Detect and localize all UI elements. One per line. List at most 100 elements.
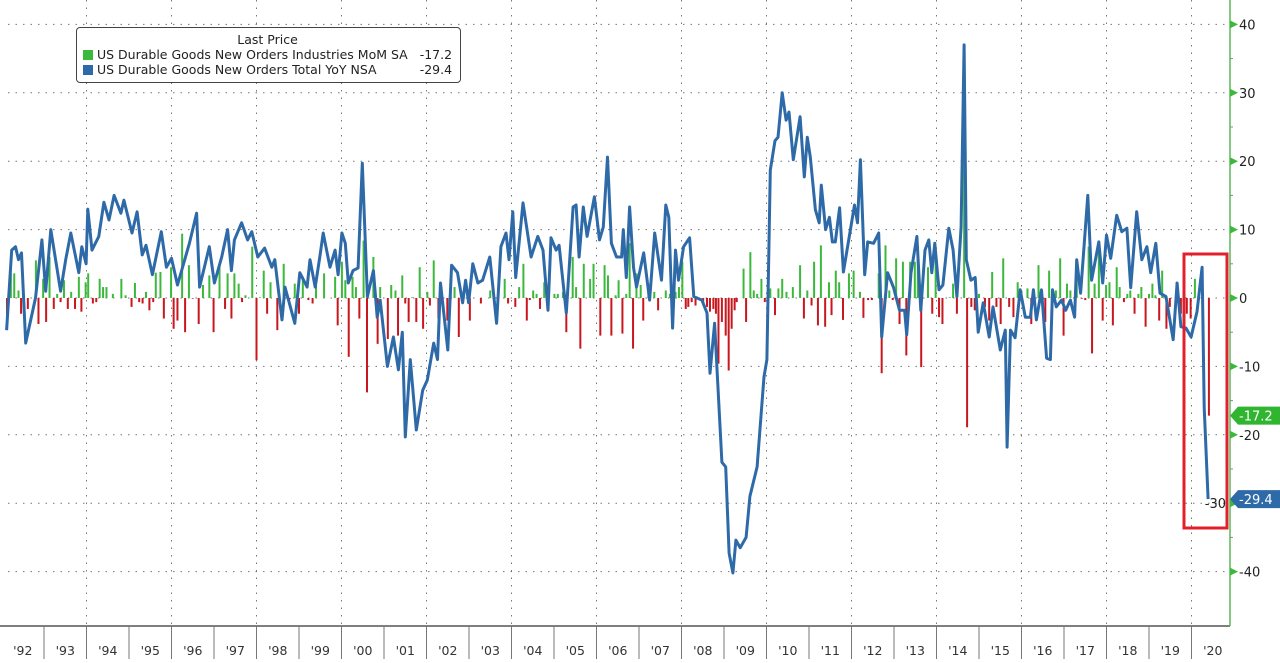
mom-bar [74, 298, 77, 309]
mom-bar [791, 287, 794, 298]
mom-bar [145, 291, 147, 298]
mom-bar [756, 293, 759, 298]
mom-bar [1165, 298, 1168, 329]
mom-bar [111, 293, 114, 298]
legend-item-name: US Durable Goods New Orders Industries M… [97, 47, 408, 62]
mom-bar [852, 270, 855, 298]
x-tick-label: '93 [56, 643, 75, 658]
mom-bar [1037, 265, 1040, 298]
mom-bar [571, 256, 574, 298]
y-axis: -40 -30 -20 -10 0 10 20 30 40 [1205, 0, 1260, 626]
mom-bar [1115, 267, 1118, 298]
y-tick-marker [1230, 567, 1238, 576]
mom-bar [1069, 290, 1072, 298]
mom-bar [913, 261, 916, 298]
mom-bar [212, 298, 215, 333]
x-tick-label: '99 [311, 643, 330, 658]
mom-bar [1144, 298, 1147, 327]
x-tick-label: '10 [778, 643, 797, 658]
mom-bar [293, 283, 296, 298]
mom-bar [920, 298, 923, 368]
mom-bar [432, 260, 435, 298]
mom-bar [311, 298, 314, 304]
mom-bar [1185, 298, 1188, 314]
mom-bar [233, 273, 236, 298]
mom-bar [774, 298, 776, 316]
x-tick-label: '12 [863, 643, 882, 658]
mom-bar [1097, 246, 1100, 298]
mom-bar [991, 272, 994, 298]
mom-bar [197, 298, 200, 324]
mom-bar [507, 298, 510, 304]
mom-bar [628, 243, 631, 298]
mom-bar [862, 298, 865, 318]
mom-bar [769, 288, 772, 298]
mom-bar [538, 298, 541, 309]
mom-bar [358, 298, 361, 319]
mom-bar [603, 265, 606, 298]
mom-bar [514, 298, 517, 307]
mom-bar [978, 293, 980, 298]
mom-bar [735, 298, 738, 303]
mom-bar [255, 298, 258, 361]
highlight-box [1182, 252, 1229, 530]
mom-bar [642, 298, 645, 321]
mom-bar [752, 290, 755, 298]
mom-bar [781, 278, 784, 298]
mom-bar [810, 298, 813, 306]
mom-bar [528, 298, 531, 301]
mom-bar [966, 298, 969, 428]
mom-bar [535, 293, 538, 298]
mom-bars [6, 96, 1210, 428]
mom-bar [148, 298, 151, 311]
x-tick-label: '14 [948, 643, 967, 658]
mom-bar [582, 263, 585, 298]
mom-bar [522, 263, 525, 298]
mom-bar [884, 245, 887, 298]
legend: Last Price US Durable Goods New Orders I… [76, 27, 462, 83]
x-tick-label: '04 [523, 643, 542, 658]
mom-bar [1154, 295, 1157, 298]
mom-bar [80, 298, 83, 312]
mom-bar [694, 298, 697, 306]
mom-bar [401, 275, 404, 298]
mom-bar [877, 273, 880, 298]
legend-item-value: -29.4 [419, 62, 453, 77]
x-tick-label: '07 [651, 643, 670, 658]
mom-bar [208, 275, 211, 298]
mom-bar [237, 283, 240, 298]
mom-bar [617, 280, 620, 298]
legend-item-value: -17.2 [419, 47, 453, 62]
mom-bar [749, 252, 752, 298]
mom-bar [1189, 298, 1192, 319]
mom-bar [340, 261, 343, 298]
mom-bar [938, 298, 941, 318]
mom-bar [973, 298, 976, 311]
mom-bar [1108, 282, 1111, 298]
mom-bar [77, 276, 80, 298]
mom-bar [664, 290, 667, 298]
mom-bar [830, 298, 833, 316]
mom-bar [712, 298, 715, 309]
mom-bar [184, 298, 187, 333]
mom-bar [52, 298, 55, 309]
legend-item-yoy: US Durable Goods New Orders Total YoY NS… [83, 62, 452, 77]
mom-bar [941, 298, 944, 324]
mom-bar [565, 298, 568, 333]
mom-bar [777, 288, 780, 298]
x-tick-label: '20 [1203, 643, 1222, 658]
y-tick-label: 0 [1239, 292, 1247, 307]
mom-bar [176, 298, 179, 321]
mom-bar [336, 298, 339, 326]
mom-bar [187, 265, 190, 298]
mom-bar [543, 282, 546, 298]
mom-bar [42, 278, 45, 298]
mom-bar [970, 298, 973, 307]
mom-bar [867, 298, 870, 301]
mom-bar [988, 298, 991, 321]
mom-bar [717, 298, 720, 364]
mom-bar [1016, 282, 1019, 298]
mom-bar [525, 298, 528, 321]
mom-bar [1122, 298, 1125, 303]
mom-bar [1008, 298, 1011, 307]
